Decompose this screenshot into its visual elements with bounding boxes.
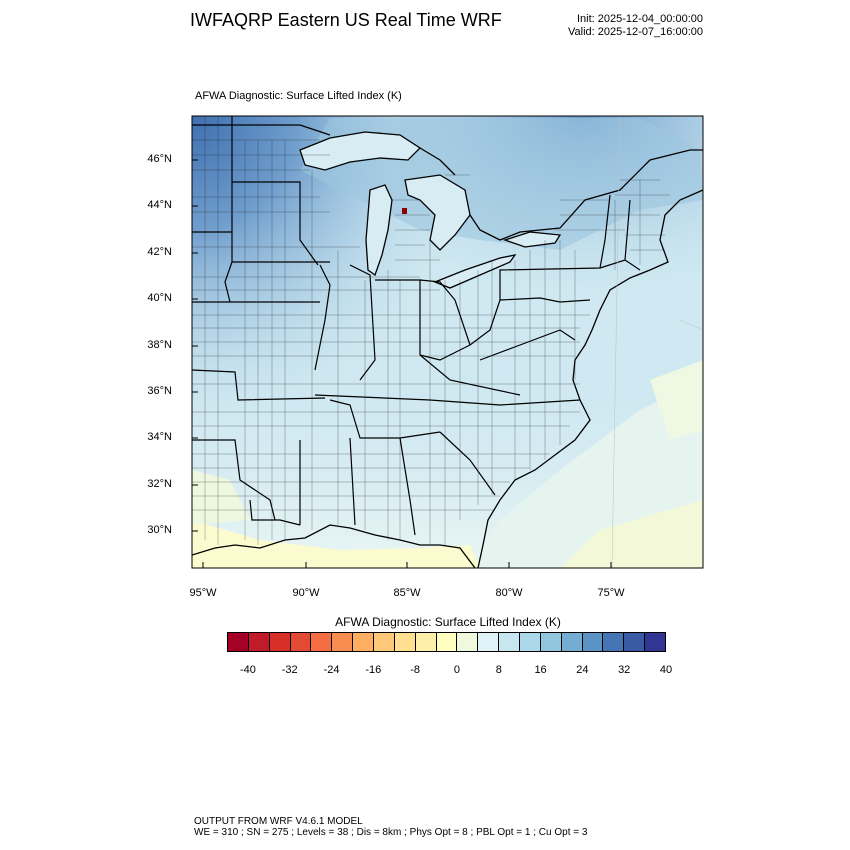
colorbar-label: 16 xyxy=(534,664,547,676)
colorbar-title: AFWA Diagnostic: Surface Lifted Index (K… xyxy=(335,615,561,629)
red-marker xyxy=(402,208,407,214)
colorbar-label: 8 xyxy=(495,664,502,676)
colorbar-label: -24 xyxy=(323,664,340,676)
lat-label: 30°N xyxy=(147,524,172,536)
colorbar-swatch xyxy=(561,633,583,651)
model-version: OUTPUT FROM WRF V4.6.1 MODEL xyxy=(194,816,363,827)
colorbar-swatch xyxy=(436,633,458,651)
colorbar-swatch xyxy=(624,633,646,651)
map-frame xyxy=(191,115,704,569)
map-title: IWFAQRP Eastern US Real Time WRF xyxy=(190,10,502,30)
lat-label: 40°N xyxy=(147,292,172,304)
international-border xyxy=(192,124,703,241)
lat-label: 38°N xyxy=(147,339,172,351)
lake-superior xyxy=(299,131,422,171)
lake-michigan xyxy=(365,184,393,277)
lat-label: 34°N xyxy=(147,431,172,443)
colorbar-swatch xyxy=(269,633,291,651)
colorbar-swatch xyxy=(311,633,333,651)
field-label: AFWA Diagnostic: Surface Lifted Index (K… xyxy=(195,90,402,102)
lake-ontario xyxy=(502,231,562,248)
gulf-coastline xyxy=(192,524,476,568)
colorbar-swatch xyxy=(353,633,375,651)
colorbar-swatch xyxy=(248,633,270,651)
lake-erie xyxy=(433,254,517,289)
colorbar-swatch xyxy=(478,633,500,651)
geography xyxy=(192,116,703,568)
colorbar-label: -40 xyxy=(239,664,256,676)
lon-label: 75°W xyxy=(597,587,625,599)
colorbar-label: -16 xyxy=(365,664,382,676)
li-field xyxy=(192,116,703,568)
valid-time: Valid: 2025-12-07_16:00:00 xyxy=(568,26,703,38)
colorbar-swatch xyxy=(228,633,249,651)
colorbar-swatch xyxy=(645,633,666,651)
colorbar-swatch xyxy=(603,633,625,651)
model-config: WE = 310 ; SN = 275 ; Levels = 38 ; Dis … xyxy=(194,827,588,838)
lon-label: 80°W xyxy=(495,587,523,599)
init-time: Init: 2025-12-04_00:00:00 xyxy=(577,13,703,25)
lat-label: 44°N xyxy=(147,199,172,211)
colorbar-swatch xyxy=(457,633,479,651)
lat-label: 42°N xyxy=(147,246,172,258)
colorbar-label: 32 xyxy=(618,664,631,676)
colorbar-swatch xyxy=(290,633,312,651)
run-times: Init: 2025-12-04_00:00:00 Valid: 2025-12… xyxy=(568,13,703,39)
lon-label: 90°W xyxy=(292,587,320,599)
colorbar-label: -8 xyxy=(410,664,421,676)
lat-label: 36°N xyxy=(147,385,172,397)
axis-ticks xyxy=(192,159,612,568)
state-borders xyxy=(192,116,641,536)
county-lines xyxy=(192,116,670,545)
colorbar-label: 40 xyxy=(659,664,673,676)
lake-huron xyxy=(404,174,471,251)
colorbar-swatch xyxy=(520,633,541,651)
colorbar-swatch xyxy=(540,633,562,651)
colorbar-swatch xyxy=(332,633,354,651)
colorbar xyxy=(227,632,666,652)
lat-label: 32°N xyxy=(147,478,172,490)
colorbar-label: 0 xyxy=(453,664,460,676)
model-info: OUTPUT FROM WRF V4.6.1 MODEL WE = 310 ; … xyxy=(194,816,587,838)
lon-label: 85°W xyxy=(393,587,421,599)
graticule xyxy=(611,116,703,568)
colorbar-swatch xyxy=(499,633,521,651)
lat-label: 46°N xyxy=(147,153,172,165)
colorbar-swatch xyxy=(582,633,604,651)
colorbar-swatch xyxy=(374,633,395,651)
colorbar-label: -32 xyxy=(281,664,298,676)
colorbar-swatch xyxy=(415,633,437,651)
colorbar-swatch xyxy=(394,633,416,651)
colorbar-label: 24 xyxy=(576,664,589,676)
lon-label: 95°W xyxy=(189,587,217,599)
